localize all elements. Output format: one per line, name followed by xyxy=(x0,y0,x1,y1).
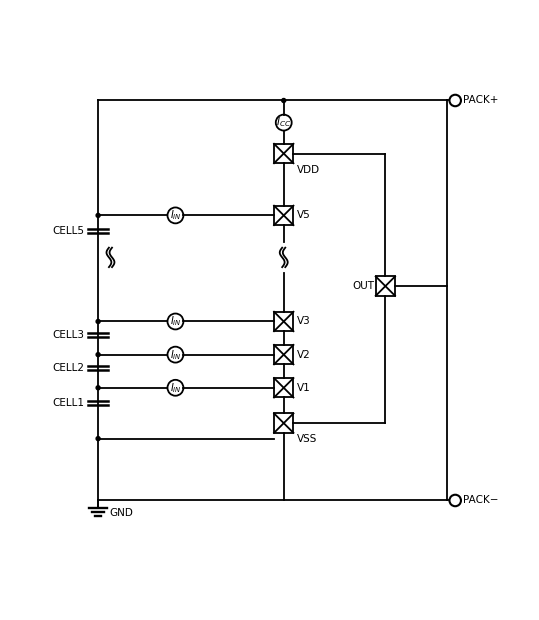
Text: V1: V1 xyxy=(296,383,310,393)
Bar xyxy=(376,277,395,296)
Text: CELL5: CELL5 xyxy=(53,226,85,236)
Text: V3: V3 xyxy=(296,316,310,327)
Text: $I_{CC}$: $I_{CC}$ xyxy=(276,116,291,130)
Text: CELL3: CELL3 xyxy=(53,330,85,340)
Circle shape xyxy=(96,213,100,218)
Circle shape xyxy=(96,386,100,390)
Bar xyxy=(274,206,293,225)
Text: $I_{IN}$: $I_{IN}$ xyxy=(170,314,181,329)
Text: V5: V5 xyxy=(296,210,310,220)
Text: CELL2: CELL2 xyxy=(53,363,85,373)
Text: VSS: VSS xyxy=(296,434,317,444)
Text: $I_{IN}$: $I_{IN}$ xyxy=(170,381,181,395)
Text: PACK+: PACK+ xyxy=(463,95,499,105)
Circle shape xyxy=(96,436,100,441)
Circle shape xyxy=(282,99,286,102)
Bar xyxy=(274,144,293,163)
Text: VDD: VDD xyxy=(296,165,320,175)
Circle shape xyxy=(96,319,100,324)
Text: OUT: OUT xyxy=(353,281,375,291)
Text: CELL1: CELL1 xyxy=(53,398,85,408)
Text: $I_{IN}$: $I_{IN}$ xyxy=(170,348,181,361)
Bar xyxy=(274,345,293,365)
Text: PACK−: PACK− xyxy=(463,495,499,505)
Text: GND: GND xyxy=(109,508,133,518)
Bar xyxy=(274,414,293,433)
Bar xyxy=(274,378,293,397)
Bar xyxy=(274,312,293,331)
Text: $I_{IN}$: $I_{IN}$ xyxy=(170,208,181,223)
Circle shape xyxy=(96,353,100,356)
Text: V2: V2 xyxy=(296,350,310,360)
